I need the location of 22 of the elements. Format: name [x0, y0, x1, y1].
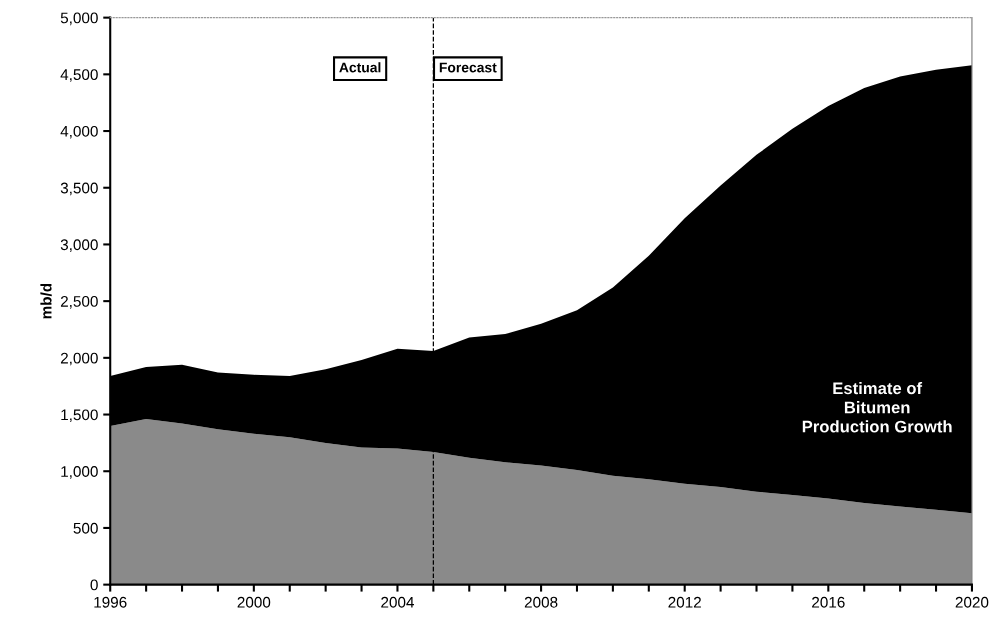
x-tick-label: 2008 [524, 596, 558, 608]
y-tick-label: 0 [90, 579, 98, 591]
y-tick-label: 3,000 [60, 239, 98, 252]
x-tick-label: 2004 [381, 596, 415, 608]
y-tick-label: 3,500 [60, 182, 98, 196]
x-tick-label: 1996 [94, 596, 127, 608]
y-tick-label: 2,000 [60, 352, 98, 366]
y-tick-label: 4,000 [60, 125, 98, 139]
annotation: Actual [339, 62, 381, 73]
annotation: Estimate of Bitumen Production Growth [802, 381, 952, 433]
y-tick-label: 1,000 [61, 466, 98, 479]
y-tick-label: 1,500 [61, 409, 98, 423]
x-tick-label: 2016 [812, 596, 845, 608]
x-tick-label: 2012 [668, 596, 701, 608]
y-tick-label: 5,000 [60, 12, 98, 26]
annotation: Forecast [439, 62, 497, 73]
y-tick-label: 500 [73, 522, 98, 534]
y-axis-title: mb/d [40, 283, 52, 319]
y-tick-label: 2,500 [60, 296, 98, 309]
y-tick-label: 4,500 [60, 69, 98, 82]
x-tick-label: 2020 [955, 596, 989, 608]
x-tick-label: 2000 [237, 596, 271, 608]
